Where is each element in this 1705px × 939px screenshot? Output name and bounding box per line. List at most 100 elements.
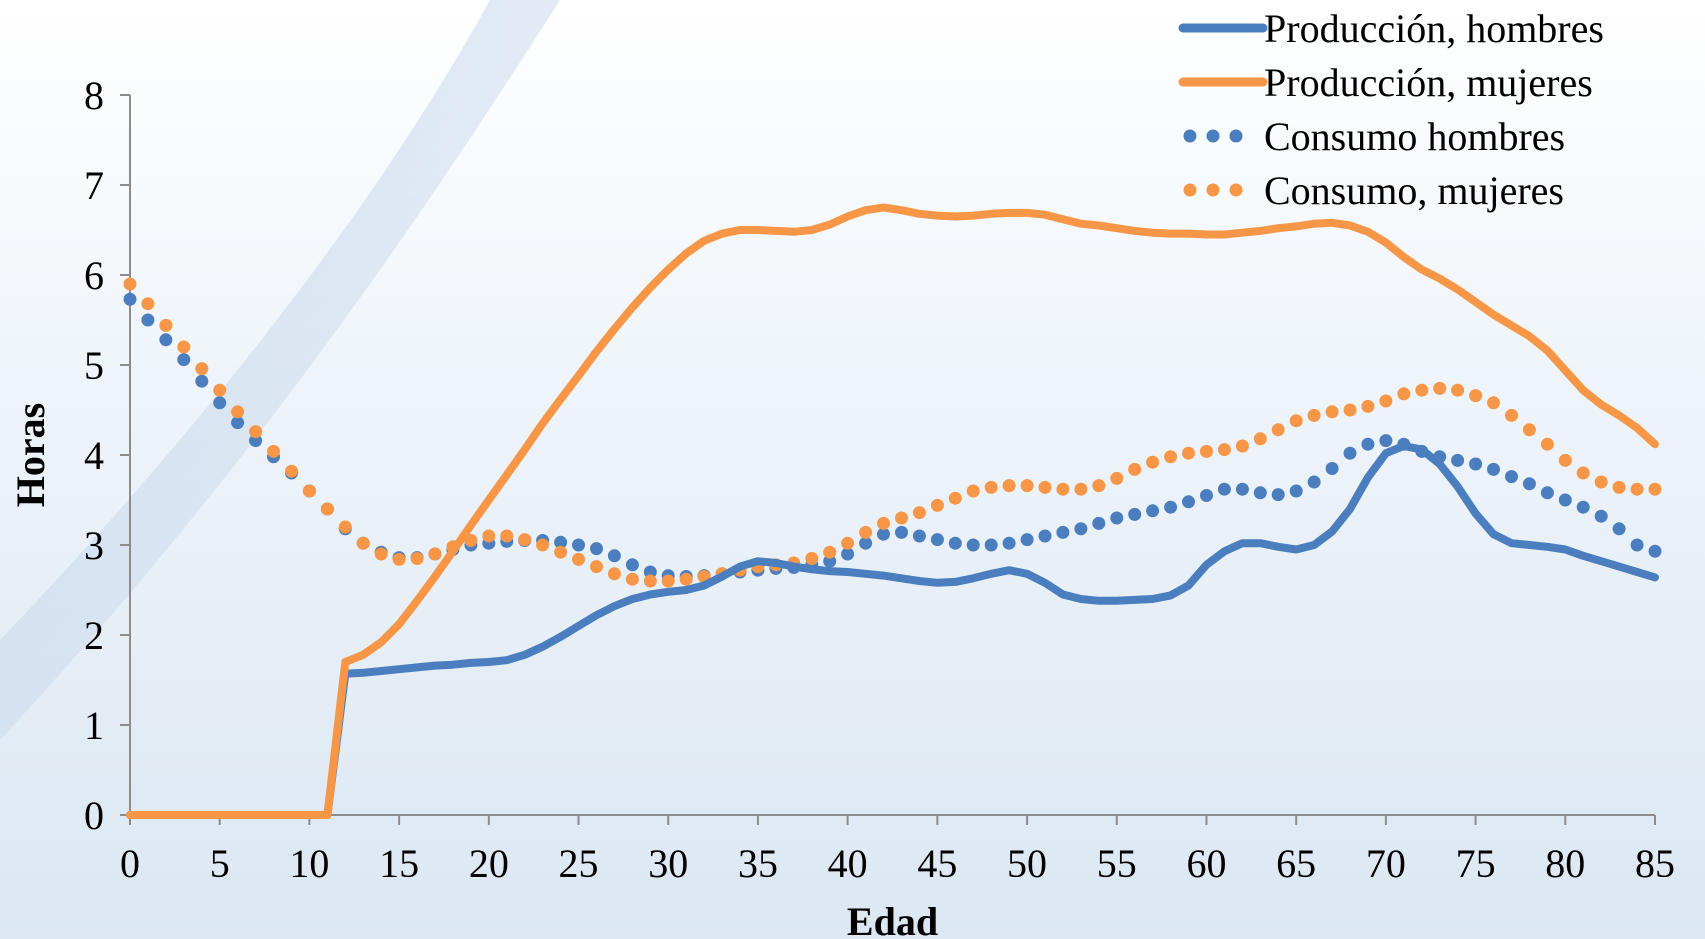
- data-point: [213, 396, 227, 410]
- data-point: [482, 529, 496, 543]
- data-point: [590, 560, 603, 574]
- data-point: [823, 545, 837, 559]
- x-tick-label: 75: [1456, 841, 1496, 886]
- legend-item: Consumo hombres: [1183, 114, 1565, 159]
- data-point: [500, 529, 514, 543]
- data-point: [428, 547, 442, 561]
- data-point: [1074, 522, 1088, 536]
- data-point: [841, 536, 855, 550]
- data-point: [948, 491, 962, 505]
- data-point: [895, 525, 908, 539]
- y-tick-label: 5: [84, 343, 104, 388]
- data-point: [1361, 399, 1375, 413]
- data-point: [536, 538, 550, 552]
- data-point: [1253, 432, 1267, 446]
- data-point: [1020, 533, 1034, 547]
- y-tick-label: 3: [84, 523, 104, 568]
- data-point: [1343, 446, 1357, 460]
- legend-swatch-dot: [1206, 183, 1220, 197]
- x-tick-label: 80: [1545, 841, 1585, 886]
- data-point: [1397, 387, 1411, 401]
- legend-item: Consumo, mujeres: [1183, 168, 1564, 213]
- x-tick-label: 15: [379, 841, 419, 886]
- data-point: [1576, 500, 1590, 514]
- data-point: [984, 480, 998, 494]
- data-point: [518, 533, 532, 547]
- data-point: [1146, 455, 1160, 469]
- data-point: [195, 374, 209, 388]
- x-tick-label: 45: [917, 841, 957, 886]
- legend: Producción, hombres Producción, mujeres Co…: [1178, 6, 1604, 213]
- data-point: [177, 353, 191, 367]
- data-point: [823, 554, 837, 568]
- legend-label: Producción, mujeres: [1264, 60, 1593, 105]
- data-point: [1558, 493, 1572, 507]
- data-point: [1379, 434, 1393, 448]
- data-point: [1630, 482, 1644, 496]
- data-point: [338, 520, 352, 534]
- data-point: [1271, 488, 1285, 502]
- data-point: [1020, 479, 1034, 493]
- data-point: [877, 527, 890, 541]
- data-point: [356, 536, 370, 550]
- data-point: [1074, 482, 1088, 496]
- data-point: [607, 567, 621, 581]
- y-tick-label: 0: [84, 793, 104, 838]
- data-point: [625, 572, 639, 586]
- data-point: [1110, 471, 1124, 485]
- data-point: [1164, 500, 1178, 514]
- data-point: [1235, 439, 1249, 453]
- y-tick-label: 1: [84, 703, 104, 748]
- series-line: [126, 203, 1659, 819]
- data-point: [1056, 482, 1070, 496]
- data-point: [859, 525, 873, 539]
- x-tick-label: 0: [120, 841, 140, 886]
- data-point: [1182, 446, 1195, 460]
- data-point: [1110, 511, 1124, 525]
- series-producción-mujeres: [126, 203, 1659, 819]
- data-point: [1200, 444, 1213, 458]
- data-point: [1271, 423, 1285, 437]
- x-tick-label: 25: [559, 841, 599, 886]
- data-point: [930, 533, 944, 547]
- x-tick-label: 65: [1276, 841, 1316, 886]
- data-point: [1469, 457, 1483, 471]
- data-point: [679, 572, 693, 586]
- legend-item: Producción, mujeres: [1178, 60, 1593, 105]
- data-point: [1092, 516, 1106, 530]
- data-point: [1307, 408, 1321, 422]
- data-point: [930, 498, 944, 512]
- data-point: [141, 313, 155, 327]
- data-point: [1576, 466, 1590, 480]
- data-point: [1451, 453, 1465, 467]
- data-point: [1002, 479, 1016, 493]
- data-point: [1612, 522, 1626, 536]
- data-point: [249, 434, 263, 448]
- data-point: [1522, 477, 1536, 491]
- data-point: [859, 536, 873, 550]
- data-point: [213, 383, 227, 397]
- data-point: [1558, 453, 1572, 467]
- data-point: [231, 416, 245, 430]
- data-point: [1002, 536, 1016, 550]
- y-tick-label: 4: [84, 433, 104, 478]
- data-point: [410, 552, 424, 565]
- data-point: [1164, 450, 1178, 464]
- data-point: [249, 425, 263, 439]
- data-point: [1648, 544, 1662, 558]
- data-point: [1451, 383, 1465, 397]
- data-point: [1612, 480, 1626, 494]
- data-point: [966, 538, 980, 552]
- data-point: [1469, 389, 1483, 403]
- data-point: [1146, 504, 1160, 518]
- x-tick-label: 60: [1186, 841, 1226, 886]
- legend-label: Consumo, mujeres: [1264, 168, 1564, 213]
- data-point: [302, 484, 316, 498]
- data-point: [1056, 525, 1070, 539]
- data-point: [912, 506, 926, 520]
- legend-swatch-dot: [1206, 129, 1220, 143]
- x-tick-label: 55: [1097, 841, 1137, 886]
- data-point: [141, 297, 155, 311]
- data-point: [625, 558, 639, 572]
- legend-swatch-dot: [1229, 129, 1243, 143]
